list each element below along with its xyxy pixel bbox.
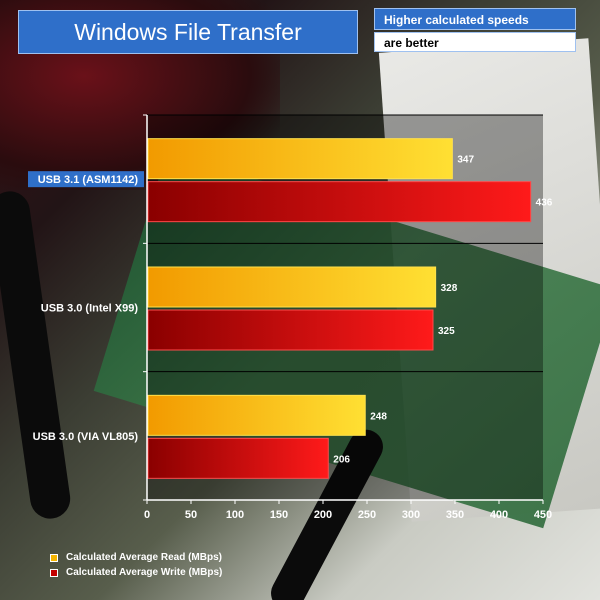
data-label-write: 436 <box>536 198 553 209</box>
data-label-read: 328 <box>441 283 458 294</box>
legend-item-write: Calculated Average Write (MBps) <box>50 567 222 578</box>
bar-read <box>147 266 437 308</box>
data-label-write: 325 <box>438 326 455 337</box>
legend-item-read: Calculated Average Read (MBps) <box>50 552 222 563</box>
bar-write <box>147 437 329 479</box>
category-label: USB 3.0 (VIA VL805) <box>33 431 139 443</box>
x-tick-label: 300 <box>402 509 420 521</box>
data-label-read: 248 <box>370 411 387 422</box>
x-tick-label: 150 <box>270 509 288 521</box>
x-tick-label: 200 <box>314 509 332 521</box>
legend-swatch-write <box>50 568 58 577</box>
bar-write <box>147 181 532 223</box>
category-label: USB 3.1 (ASM1142) <box>38 174 139 186</box>
x-tick-label: 400 <box>490 509 508 521</box>
legend-label-read: Calculated Average Read (MBps) <box>66 552 222 563</box>
legend-label-write: Calculated Average Write (MBps) <box>66 567 223 578</box>
chart-title: Windows File Transfer <box>18 10 358 54</box>
category-highlight <box>28 171 144 188</box>
x-tick-label: 0 <box>144 509 150 521</box>
x-tick-label: 100 <box>226 509 244 521</box>
x-tick-label: 450 <box>534 509 552 521</box>
note-higher-speeds: Higher calculated speeds <box>374 8 576 30</box>
note-are-better: are better <box>374 32 576 52</box>
bar-read <box>147 394 366 436</box>
bar-write <box>147 309 434 351</box>
data-label-write: 206 <box>333 454 350 465</box>
x-tick-label: 250 <box>358 509 376 521</box>
data-label-read: 347 <box>457 155 474 166</box>
x-tick-label: 350 <box>446 509 464 521</box>
x-tick-label: 50 <box>185 509 197 521</box>
legend-swatch-read <box>50 553 58 562</box>
bar-read <box>147 138 453 180</box>
category-label: USB 3.0 (Intel X99) <box>41 303 139 315</box>
